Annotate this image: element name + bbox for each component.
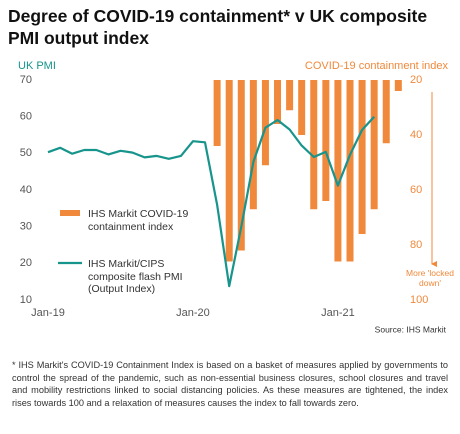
bar	[334, 80, 342, 262]
y-tick-label: 30	[20, 221, 32, 233]
bar	[382, 80, 390, 144]
legend-swatch	[60, 210, 80, 216]
x-tick-label: Jan-21	[321, 307, 355, 319]
bar	[237, 80, 245, 251]
bar	[346, 80, 354, 262]
y2-tick-label: 60	[410, 184, 422, 196]
line	[47, 115, 376, 288]
y2-tick-label: 100	[410, 294, 428, 306]
bar	[225, 80, 233, 262]
bar	[310, 80, 318, 210]
x-tick-label: Jan-20	[176, 307, 210, 319]
source: Source: IHS Markit	[375, 324, 447, 334]
bar	[213, 80, 221, 146]
bar	[394, 80, 402, 91]
x-tick-label: Jan-19	[31, 307, 65, 319]
annotation: More 'locked down'	[406, 268, 454, 288]
legend-label: IHS Markit/CIPS composite flash PMI (Out…	[88, 258, 183, 295]
y-tick-label: 50	[20, 147, 32, 159]
bar	[358, 80, 366, 234]
bar	[322, 80, 330, 201]
y-tick-label: 70	[20, 74, 32, 86]
bar	[261, 80, 269, 166]
legend-label: IHS Markit COVID-19 containment index	[88, 208, 189, 233]
y-tick-label: 60	[20, 111, 32, 123]
y-tick-label: 20	[20, 257, 32, 269]
bar	[370, 80, 378, 210]
y2-tick-label: 40	[410, 129, 422, 141]
bar	[249, 80, 257, 210]
y-axis-title: UK PMI	[18, 60, 56, 72]
bar	[286, 80, 294, 111]
bar	[298, 80, 306, 135]
bar	[274, 80, 282, 124]
chart-title: Degree of COVID-19 containment* v UK com…	[8, 6, 428, 48]
y2-axis-title: COVID-19 containment index	[305, 60, 449, 72]
y2-tick-label: 80	[410, 239, 422, 251]
footnote: * IHS Markit's COVID-19 Containment Inde…	[12, 360, 448, 408]
y-tick-label: 40	[20, 184, 32, 196]
y-tick-label: 10	[20, 294, 32, 306]
y2-tick-label: 20	[410, 74, 422, 86]
